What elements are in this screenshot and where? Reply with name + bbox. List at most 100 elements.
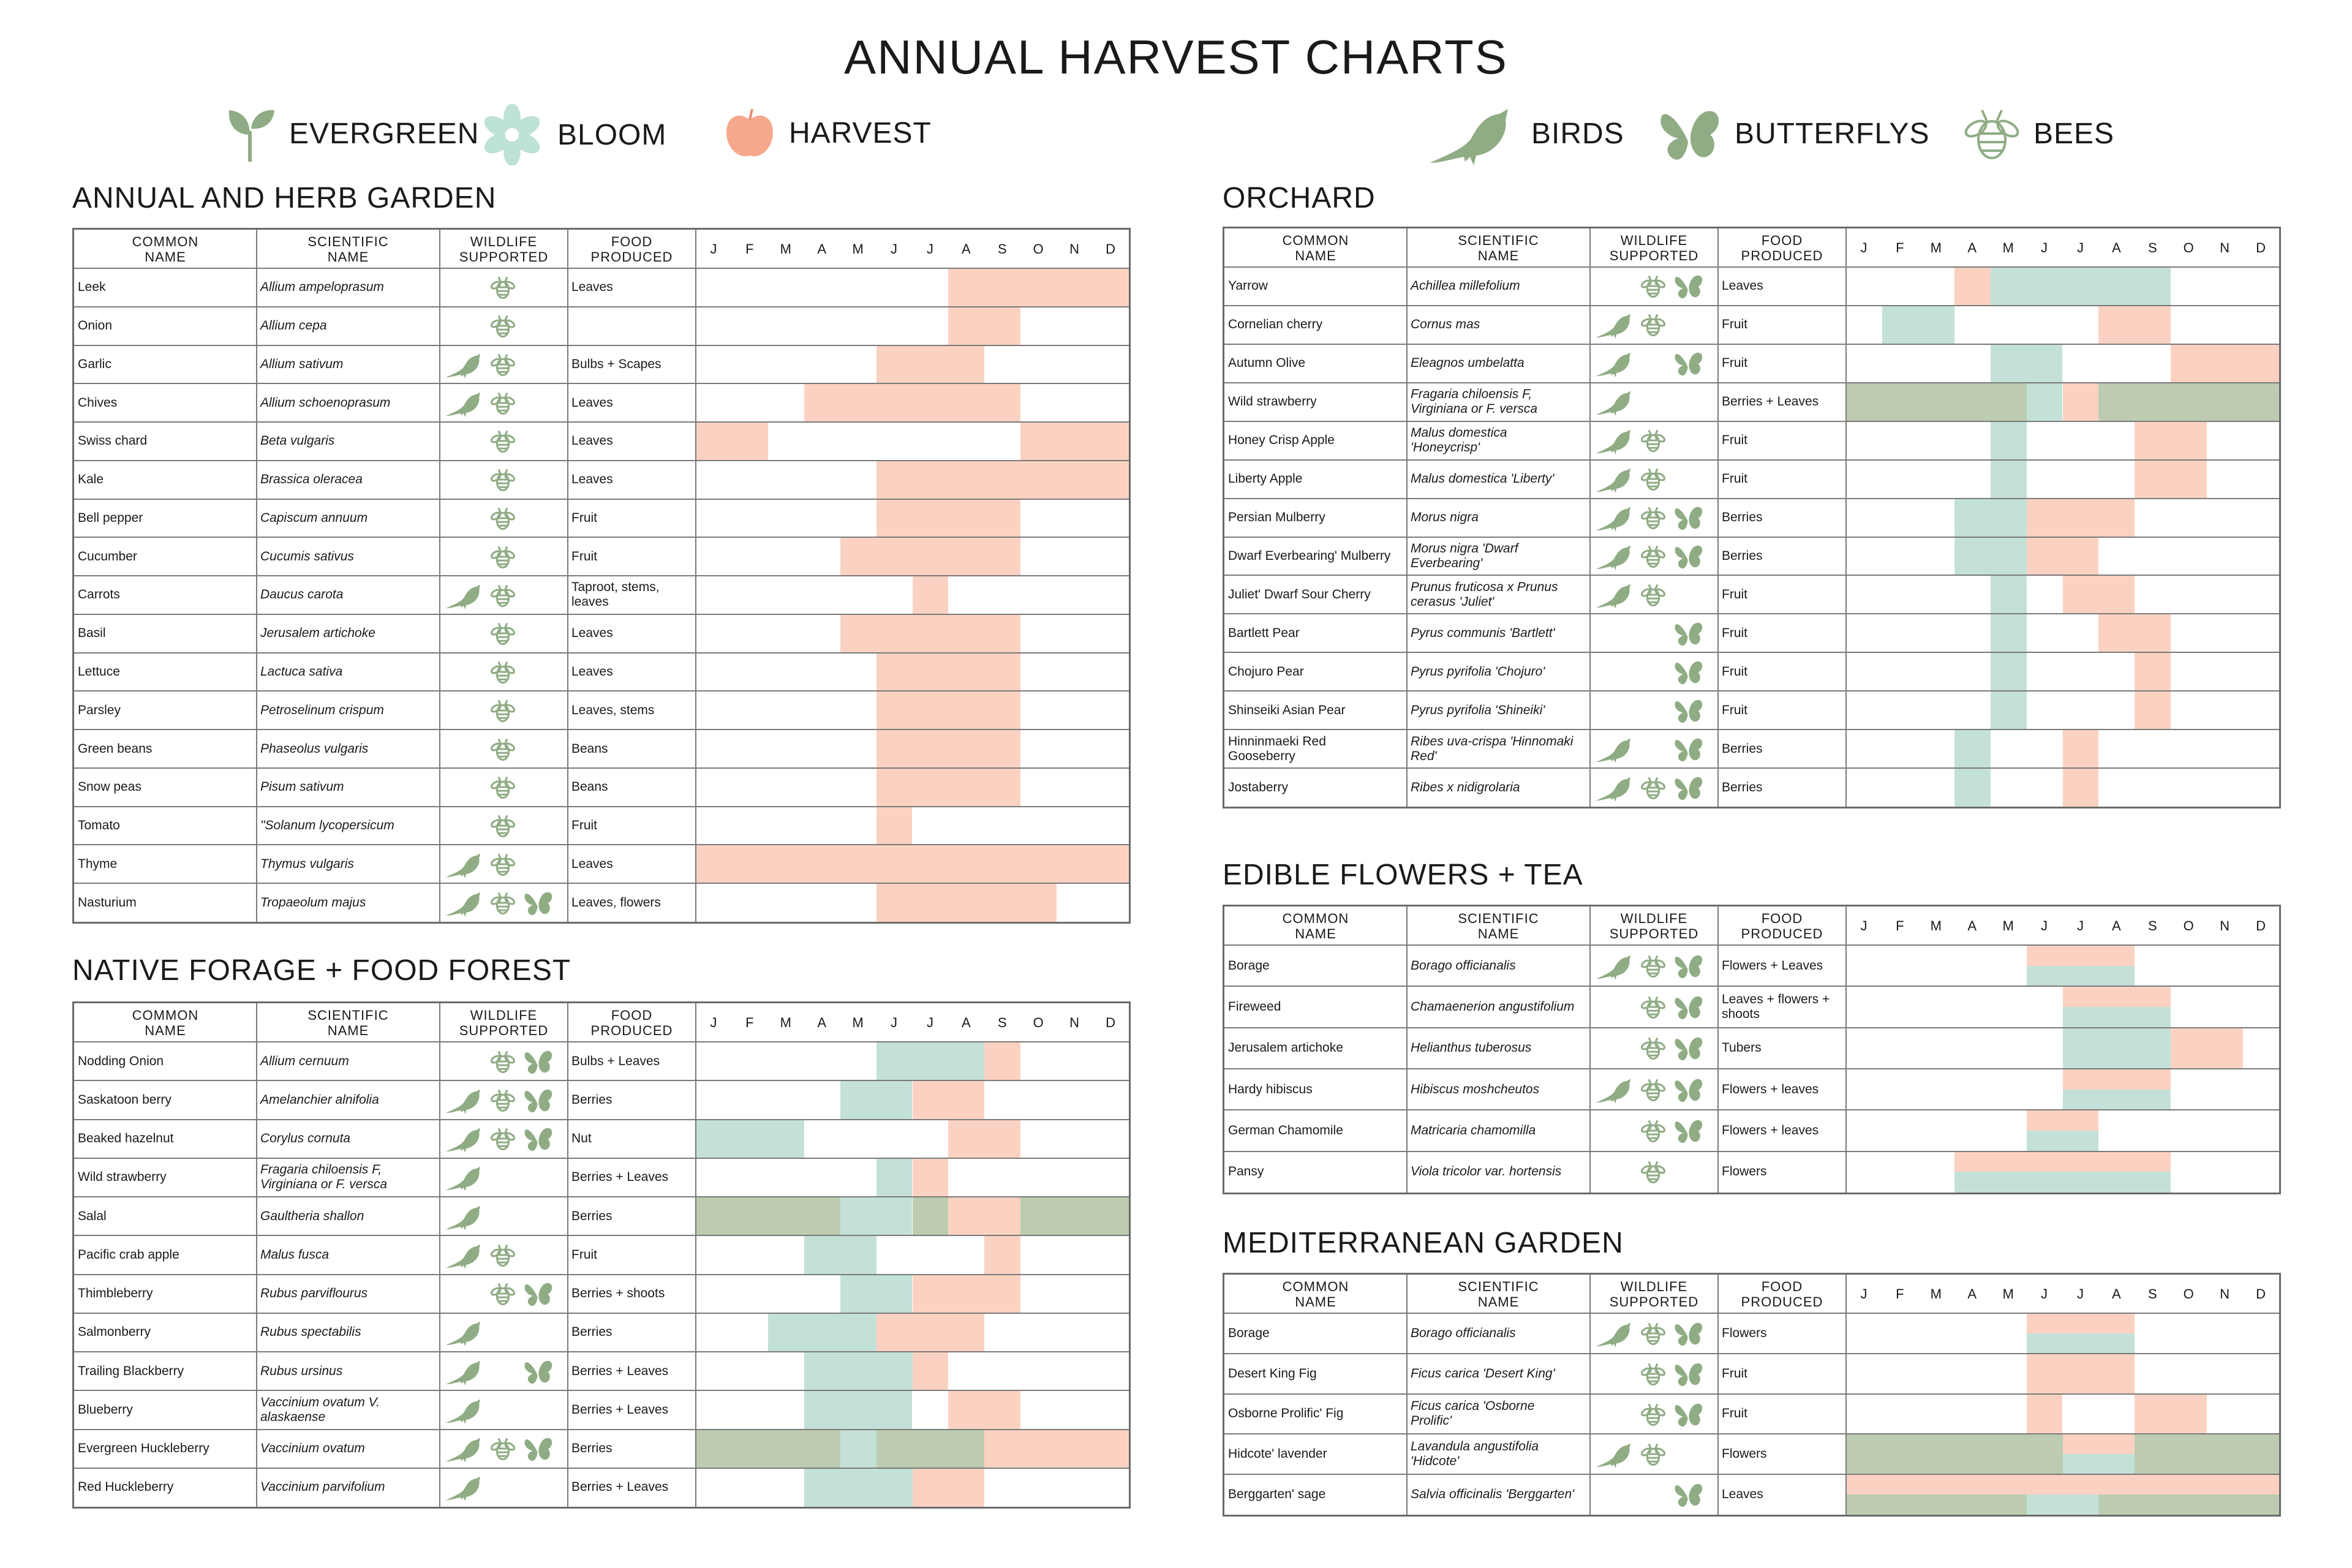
food-produced-cell: Leaves + flowers + shoots: [1722, 992, 1830, 1021]
row-divider: [74, 268, 1129, 269]
food-produced-cell: Fruit: [1722, 703, 1747, 717]
bloom-bar: [1882, 305, 1954, 344]
harvest-bar: [876, 729, 1021, 768]
harvest-bar: [1020, 422, 1129, 461]
scientific-name-cell: Chamaenerion angustifolium: [1411, 999, 1575, 1014]
common-name-cell: Osborne Prolific' Fig: [1228, 1406, 1344, 1421]
scientific-name-cell: Pisum sativum: [260, 780, 344, 794]
month-header: S: [2147, 918, 2158, 933]
bird-icon: [445, 1317, 485, 1347]
butterfly-icon: [1673, 349, 1704, 377]
food-produced-cell: Fruit: [1722, 664, 1747, 679]
bee-icon: [490, 273, 516, 301]
scientific-name-cell: Vaccinium ovatum: [260, 1441, 365, 1456]
row-divider: [1224, 729, 2279, 731]
bird-icon: [1595, 1075, 1635, 1104]
food-produced-cell: Bulbs + Scapes: [571, 356, 662, 371]
month-header: A: [2112, 1286, 2122, 1302]
food-produced-cell: Berries + Leaves: [1722, 394, 1819, 409]
butterfly-icon: [1673, 993, 1704, 1021]
column-divider: [256, 1003, 257, 1507]
month-header: A: [962, 241, 971, 257]
bee-icon: [490, 1241, 516, 1269]
month-header: J: [2041, 918, 2049, 933]
scientific-name-cell: Rubus parviflourus: [260, 1286, 368, 1301]
evergreen-bar: [696, 1429, 840, 1468]
food-produced-cell: [568, 307, 696, 345]
scientific-name-cell: Borago officianalis: [1411, 1325, 1516, 1340]
row-divider: [74, 575, 1129, 577]
bird-icon: [445, 581, 485, 610]
wildlife-supported-header: WILDLIFE SUPPORTED: [1609, 910, 1699, 941]
butterfly-icon: [1673, 272, 1704, 300]
scientific-name-cell: Ficus carica 'Desert King': [1411, 1366, 1555, 1381]
bee-icon: [490, 696, 516, 725]
common-name-cell: Thyme: [78, 856, 118, 871]
food-produced-cell: Bulbs + Leaves: [571, 1054, 660, 1068]
food-produced-cell: Berries + Leaves: [571, 1363, 669, 1378]
food-produced-cell: Berries: [1722, 780, 1763, 794]
bloom-bar: [1990, 421, 2027, 460]
scientific-name-cell: Hibiscus moshcheutos: [1411, 1082, 1540, 1096]
common-name-cell: Parsley: [78, 703, 121, 717]
food-produced-header: FOOD PRODUCED: [1741, 232, 1823, 263]
common-name-cell: Nasturium: [78, 895, 137, 910]
mediterranean-garden-chart: COMMON NAME SCIENTIFIC NAME WILDLIFE SUPPO…: [1223, 1273, 2281, 1517]
month-header: J: [1860, 239, 1868, 255]
wildlife-supported-header: WILDLIFE SUPPORTED: [1609, 1278, 1699, 1310]
month-header: F: [745, 241, 755, 257]
scientific-name-cell: Morus nigra: [1411, 510, 1479, 525]
row-divider: [74, 1312, 1129, 1314]
bloom-bar: [1990, 344, 2063, 383]
butterfly-icon: [1673, 619, 1704, 647]
month-header: N: [1069, 241, 1080, 257]
bee-icon: [1640, 503, 1666, 532]
bird-icon: [445, 1163, 485, 1192]
harvest-bar: [876, 767, 1021, 807]
common-name-cell: German Chamomile: [1228, 1123, 1343, 1137]
bee-icon: [1640, 993, 1666, 1021]
food-produced-cell: Flowers + leaves: [1722, 1123, 1819, 1137]
food-produced-cell: Berries + Leaves: [571, 1170, 669, 1185]
legend-label: BIRDS: [1531, 117, 1624, 150]
bloom-bar: [1954, 537, 2027, 576]
bird-icon: [445, 1472, 485, 1502]
evergreen-bar: [1020, 1197, 1129, 1236]
common-name-cell: Berggarten' sage: [1228, 1487, 1326, 1502]
harvest-bar: [876, 652, 1021, 692]
scientific-name-cell: Jerusalem artichoke: [260, 626, 375, 641]
harvest-bar: [1846, 1474, 2027, 1495]
butterfly-icon: [1673, 1360, 1704, 1388]
scientific-name-cell: Allium ampeloprasum: [260, 280, 384, 295]
bloom-bar: [840, 1197, 913, 1236]
evergreen-bar: [2098, 382, 2279, 421]
bee-icon: [1640, 1400, 1666, 1428]
food-produced-cell: Fruit: [1722, 625, 1747, 640]
scientific-name-cell: Fragaria chiloensis F, Virginiana or F. …: [1411, 387, 1537, 417]
common-name-cell: Beaked hazelnut: [78, 1131, 174, 1146]
month-header: M: [852, 241, 864, 257]
harvest-bar: [912, 1468, 985, 1507]
month-header: J: [1860, 918, 1868, 933]
harvest-bar: [2098, 614, 2171, 653]
harvest-bar: [2026, 945, 2135, 966]
month-header: J: [2076, 1286, 2084, 1302]
bird-icon: [1595, 1319, 1635, 1348]
common-name-cell: Chives: [78, 395, 118, 410]
food-produced-cell: Flowers + Leaves: [1722, 958, 1823, 973]
column-divider: [1845, 1275, 1847, 1515]
annual-herb-garden-chart: COMMON NAME SCIENTIFIC NAME WILDLIFE SUPPO…: [72, 228, 1131, 924]
bloom-bar: [840, 1080, 913, 1120]
row-divider: [1224, 575, 2279, 576]
bee-icon: [1640, 1034, 1666, 1062]
column-divider: [1406, 907, 1408, 1193]
scientific-name-cell: Fragaria chiloensis F, Virginiana or F. …: [260, 1163, 387, 1192]
month-header: J: [2076, 239, 2084, 255]
column-divider: [695, 230, 696, 922]
row-divider: [1224, 1313, 2279, 1314]
month-header: N: [2220, 1286, 2231, 1302]
legend-butterflys: BUTTERFLYS: [1657, 104, 1929, 163]
bee-icon: [490, 1280, 516, 1308]
food-produced-header: FOOD PRODUCED: [1741, 910, 1823, 941]
common-name-cell: Fireweed: [1228, 999, 1281, 1014]
